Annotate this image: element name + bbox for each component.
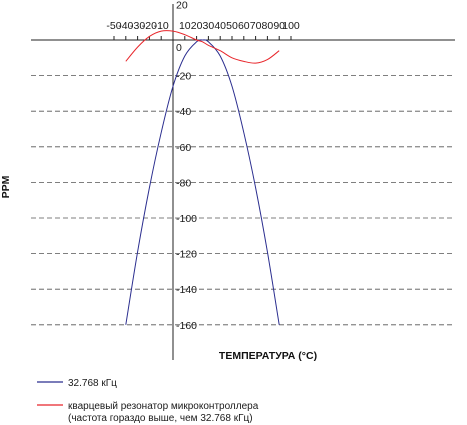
x-tick-label: 80: [262, 20, 274, 32]
x-tick-label: -50: [106, 20, 121, 32]
legend: 32.768 кГц кварцевый резонатор микроконт…: [37, 378, 259, 424]
y-tick-label: -60: [176, 142, 191, 154]
gridlines: [31, 75, 455, 326]
x-tick-label: -10: [154, 20, 169, 32]
x-tick-label: -20: [142, 20, 157, 32]
x-tick-label: 50: [226, 20, 238, 32]
x-tick-label: 10: [179, 20, 191, 32]
y-tick-label: -80: [176, 177, 191, 189]
x-tick-label: 70: [250, 20, 262, 32]
y-tick-label: -160: [176, 320, 197, 332]
y-tick-label: -140: [176, 284, 197, 296]
y-tick-labels: 20 -20 -40 -60 -80 -100 -120 -140 -160: [176, 0, 197, 332]
axes: [31, 4, 455, 360]
legend-label-series-2-line-2: (частота гораздо выше, чем 32.768 кГц): [68, 413, 253, 424]
y-tick-label: -40: [176, 106, 191, 118]
y-tick-label: -120: [176, 249, 197, 261]
x-tick-label: -40: [118, 20, 133, 32]
x-tick-label: 90: [273, 20, 285, 32]
legend-label-series-1: 32.768 кГц: [68, 378, 117, 389]
data-series: [125, 30, 280, 325]
x-tick-label: 40: [214, 20, 226, 32]
x-zero-label: 0: [176, 42, 182, 54]
y-tick-label: -100: [176, 213, 197, 225]
x-axis-title: ТЕМПЕРАТУРА (°C): [219, 350, 317, 362]
y-tick-label: -20: [176, 71, 191, 83]
x-tick-label: 100: [282, 20, 300, 32]
series-line-2: [125, 30, 280, 64]
x-tick-label: 30: [203, 20, 215, 32]
series-line-1: [125, 39, 280, 325]
legend-label-series-2-line-1: кварцевый резонатор микроконтроллера: [68, 401, 259, 412]
x-tick-label: 20: [191, 20, 203, 32]
x-tick-label: -30: [130, 20, 145, 32]
y-tick-label: 20: [176, 0, 188, 11]
x-tick-label: 60: [238, 20, 250, 32]
y-axis-title: PPM: [0, 175, 12, 198]
